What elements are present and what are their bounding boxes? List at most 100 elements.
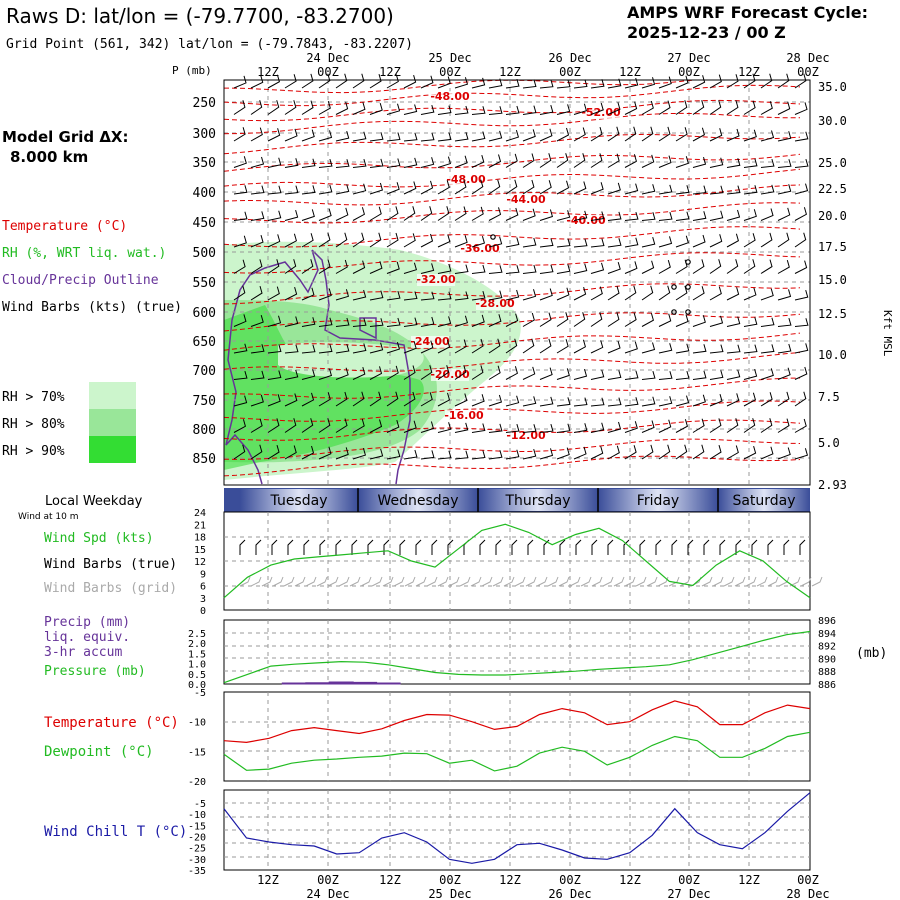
wind-barb [539, 396, 554, 407]
cloud-symbol [685, 284, 691, 290]
wind-barb [777, 391, 790, 407]
surface-wind-barb [655, 539, 662, 555]
wind-barb [573, 397, 588, 407]
wind-barb [488, 179, 501, 195]
wind-barb [556, 180, 570, 195]
wind-barb [233, 127, 246, 142]
wind-barb [369, 419, 383, 433]
wind-barb [471, 106, 486, 115]
wind-barb [301, 185, 316, 195]
precip-label: Precip (mm) [44, 615, 130, 630]
wind-barb [641, 100, 654, 115]
wind-barb [709, 259, 722, 274]
isotherm [224, 455, 801, 477]
height-tick: 7.5 [818, 390, 840, 404]
date-label: 26 Dec [548, 887, 591, 900]
wind-barb [743, 259, 756, 274]
wind-barb [335, 289, 350, 301]
grid-wind-barb [415, 576, 427, 587]
height-tick: 20.0 [818, 209, 847, 223]
wind-barb [505, 338, 518, 354]
grid-wind-barb [525, 576, 537, 587]
hour-tick: 12Z [619, 873, 641, 887]
pressure-unit: (mb) [856, 646, 887, 661]
windchill-label: Wind Chill T (°C) [44, 824, 187, 840]
wind-barb [556, 210, 571, 221]
surface-wind-barb [479, 539, 486, 555]
pressure-tick: 450 [193, 216, 216, 231]
wind-barb [794, 183, 809, 195]
wind-barb [641, 260, 655, 274]
wind-barb [233, 156, 247, 168]
grid-wind-barb [767, 576, 779, 587]
wind-barb [471, 365, 484, 380]
wind-barb [573, 423, 588, 433]
wind-barb [556, 79, 571, 89]
wind-barb [284, 233, 297, 248]
isotherm-label-bg [507, 430, 545, 442]
wind-barb [335, 73, 348, 89]
pressure-line [223, 630, 811, 684]
wind-barb [641, 444, 654, 460]
wind-barb [726, 393, 740, 407]
wind-barb [794, 73, 807, 89]
wind-barb [233, 285, 246, 301]
wind-barb [420, 233, 434, 248]
wind-barb [335, 207, 349, 221]
isotherm-label-bg [461, 243, 499, 255]
wind-barb [352, 207, 365, 221]
wind-barb [726, 209, 741, 221]
wind-barb [335, 130, 350, 142]
wind-barb [743, 185, 758, 195]
wind-barb [743, 317, 758, 327]
bottom-time-axis: 12Z 00Z 12Z 00Z 12Z 00Z 12Z 00Z 12Z 00Z … [257, 873, 830, 900]
wind-barb [318, 259, 331, 274]
wind-barb [454, 206, 467, 221]
tick-label: 1.5 [188, 649, 206, 660]
wind-barb [624, 154, 637, 168]
surface-wind-barb [431, 539, 438, 555]
wind-barb [471, 264, 486, 274]
rh-swatch-80 [89, 409, 136, 436]
wind-barb [692, 259, 705, 274]
wind-barb [352, 447, 367, 460]
wind-barbs-true-label: Wind Barbs (true) [44, 557, 177, 572]
wind-barb [488, 314, 502, 327]
height-tick: 2.93 [818, 478, 847, 492]
wind-barb [454, 315, 469, 327]
grid-wind-barb [305, 576, 317, 587]
wind-barb [726, 100, 739, 115]
height-tick: 35.0 [818, 80, 847, 94]
surface-wind-barb [335, 539, 342, 555]
grid-wind-barb [503, 576, 515, 587]
wind-barb [403, 157, 418, 168]
wind-barb [658, 419, 672, 433]
tick-label: -20 [188, 833, 206, 844]
wind-barb [267, 74, 280, 89]
wind-barb [590, 79, 605, 89]
wind-barb [301, 369, 316, 380]
wind-barb [743, 73, 756, 89]
wind-barb [658, 285, 671, 301]
wind-barb [386, 317, 401, 327]
wind-barb [352, 232, 365, 248]
pressure-label: Pressure (mb) [44, 664, 146, 679]
wind-barb [777, 101, 791, 115]
wind-barb [352, 343, 367, 354]
wind-barb [794, 260, 808, 274]
wind-barb [709, 128, 723, 142]
surface-wind-barb [239, 539, 246, 555]
isotherm-label: -52.00 [581, 106, 621, 119]
wind-barb [284, 344, 299, 354]
wind-barb [250, 259, 263, 274]
wind-barb [284, 369, 299, 380]
wind-barb [386, 419, 400, 433]
wind-barb [437, 156, 452, 168]
wind-barb [386, 232, 399, 248]
surface-wind-barb [287, 539, 294, 555]
wind-barb [369, 102, 383, 115]
grid-wind-barb [371, 576, 383, 587]
wind-barb [505, 423, 520, 433]
wind-barb [284, 158, 299, 168]
